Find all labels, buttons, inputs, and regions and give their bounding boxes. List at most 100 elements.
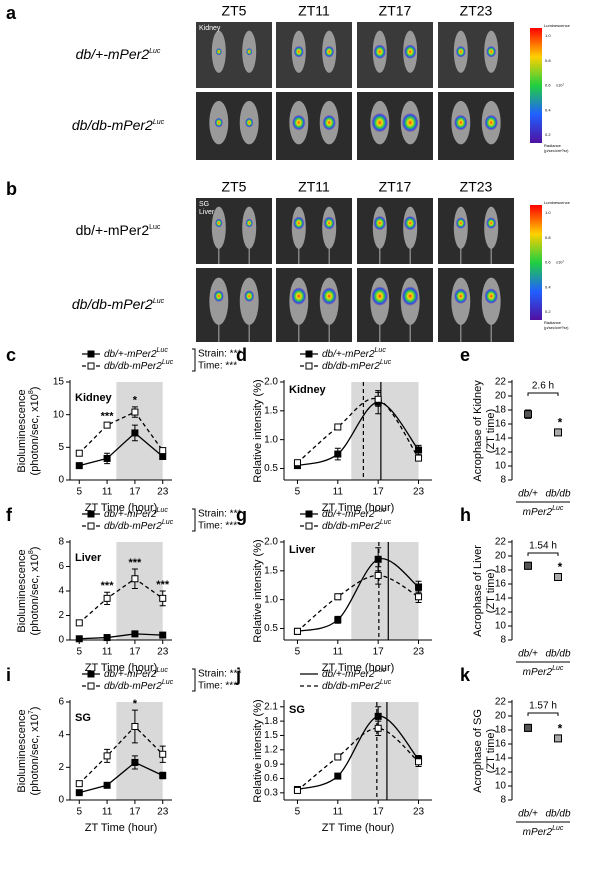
x-tick-label: 23 [413,807,425,818]
signal [484,115,498,131]
signal [373,216,386,231]
tissue-label: SG [75,712,91,724]
legend-label-main: db/db-mPer2 [322,521,380,532]
point [159,750,167,758]
signal [454,115,468,131]
mouse [242,206,257,249]
legend-label-main: db/+-mPer2 [104,509,157,520]
tissue-label: Liver [199,209,215,216]
signal [291,287,307,305]
point [415,593,423,601]
panel-letter: i [6,665,11,685]
row-label: db/db-mPer2Luc [72,117,165,133]
legend-label: db/db-mPer2Luc [104,359,174,372]
legend-label-main: db/db-mPer2 [104,681,162,692]
group-label-main: mPer2 [523,667,553,678]
y-tick-label: 6 [58,561,64,572]
y-axis-label-main: (photon/sec, x10 [29,714,41,795]
point [415,454,423,462]
legend-label: db/db-mPer2Luc [322,359,392,372]
column-header: ZT5 [222,179,247,195]
legend-label-sup: Luc [157,667,169,674]
point [554,573,562,581]
panel-letter: f [6,505,13,525]
series-line [78,725,164,785]
point [159,772,167,779]
y-tick-label: 14 [495,433,507,444]
signal [404,216,417,231]
signal [456,46,466,58]
legend-label: db/+-mPer2Luc [104,347,168,360]
signal [322,115,336,131]
y-tick-label: 22 [495,537,507,548]
x-tick-label: 11 [333,487,344,498]
y-tick-label: 8 [58,537,64,548]
x-axis-label: ZT Time (hour) [322,662,395,674]
x-tick-label: 17 [373,647,385,658]
y-tick-label: 4 [58,586,64,597]
significance: *** [101,580,115,592]
y-tick-label: 0 [58,635,64,646]
y-tick-label: 1.0 [264,434,278,445]
y-tick-label: 18 [495,565,507,576]
signal [373,44,386,59]
image-cell [276,268,352,342]
point [554,428,562,437]
signal [484,288,498,304]
colorbar [530,205,542,320]
y-axis-label: (photon/sec, x108) [28,387,41,476]
series-line [297,397,420,464]
y-axis-label: (ZT time) [485,729,497,773]
legend-label-sup: Luc [380,679,392,686]
image-cell [196,198,272,264]
image-cell [438,22,514,88]
x-tick-label: 11 [102,807,113,818]
row-label-main: db/+-mPer2 [76,222,150,238]
point [87,522,95,530]
point [103,421,111,429]
colorbar [530,28,542,143]
legend-label: db/db-mPer2Luc [104,679,174,692]
signal [321,287,337,305]
x-tick-label: 23 [157,487,169,498]
significance: *** [128,557,142,569]
y-axis-label: Relative intensity (%) [252,379,264,482]
y-tick-label: 14 [495,753,507,764]
y-axis-label: Relative intensity (%) [252,699,264,802]
point [415,758,423,766]
stats-label: Strain: *** [198,349,241,360]
point [131,723,139,730]
row-label-main: db/db-mPer2 [72,296,153,312]
point [131,630,139,638]
y-tick-label: 2.1 [264,701,278,712]
x-axis-label: ZT Time (hour) [322,502,395,514]
y-axis-label: Bioluminescence [16,709,28,792]
series-line [79,633,163,640]
stats-label: Time: *** [198,361,237,372]
point [293,627,301,635]
signal [486,217,497,229]
image-cell [276,22,352,88]
x-tick-label: 17 [129,647,141,658]
signal [456,217,466,229]
point [293,459,301,467]
image-cell [438,198,514,264]
x-axis-label: ZT Time (hour) [85,662,158,674]
legend-label: db/db-mPer2Luc [104,519,174,532]
colorbar-tick: 1.0 [545,33,551,38]
stats-label: Time: *** [198,681,237,692]
y-axis-label-main: Acrophase of Kidney [472,380,484,482]
x-tick-label: 11 [102,487,113,498]
y-axis-label-sup: 7 [28,710,35,714]
category-label: db/db [545,649,570,660]
row-label-sup: Luc [153,119,165,126]
significance: * [558,721,563,735]
y-axis-label-sup: 8 [28,390,35,394]
point [293,786,301,794]
category-label: db/db [545,489,570,500]
image-cell [196,22,272,88]
bracket-label: 2.6 h [532,381,554,392]
legend-label-main: db/+-mPer2 [104,349,157,360]
legend-label-sup: Luc [157,347,169,354]
y-axis-label: Relative intensity (%) [252,539,264,642]
